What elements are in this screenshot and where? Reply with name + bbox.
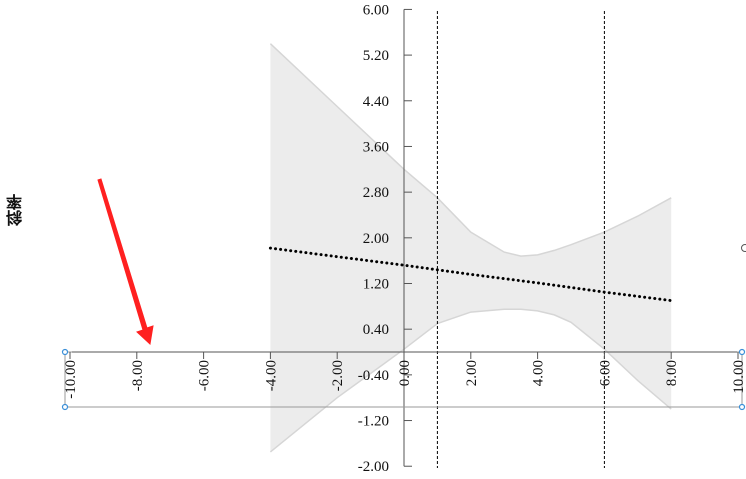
y-tick-label: 2.80: [363, 185, 389, 201]
plot-resize-handle: [742, 245, 746, 252]
selection-handle: [63, 405, 68, 410]
y-tick-label: 3.60: [363, 139, 389, 155]
y-tick-label: -1.20: [358, 414, 389, 430]
selection-handle: [63, 350, 68, 355]
annotation-arrow: [98, 179, 153, 344]
x-tick-label: 6.00: [597, 360, 613, 386]
x-tick-label: 0.00: [397, 360, 413, 386]
x-tick-label: -4.00: [263, 360, 279, 391]
x-tick-label: -8.00: [130, 360, 146, 391]
y-tick-label: -0.40: [358, 368, 389, 384]
y-tick-label: -2.00: [358, 459, 389, 474]
y-axis-label: 斜率: [2, 190, 30, 230]
x-tick-label: -6.00: [197, 360, 213, 391]
selection-handle: [740, 405, 745, 410]
y-tick-label: 5.20: [363, 48, 389, 64]
x-tick-label: 2.00: [464, 360, 480, 386]
x-tick-label: -10.00: [63, 360, 79, 399]
x-tick-label: 8.00: [664, 360, 680, 386]
x-tick-label: 4.00: [531, 360, 547, 386]
x-tick-label: 10.00: [731, 360, 746, 394]
selection-handle: [740, 350, 745, 355]
x-tick-label: -2.00: [330, 360, 346, 391]
y-tick-label: 0.40: [363, 322, 389, 338]
y-tick-label: 2.00: [363, 231, 389, 247]
y-tick-label: 1.20: [363, 277, 389, 293]
y-tick-label: 6.00: [363, 2, 389, 18]
y-tick-label: 4.40: [363, 94, 389, 110]
